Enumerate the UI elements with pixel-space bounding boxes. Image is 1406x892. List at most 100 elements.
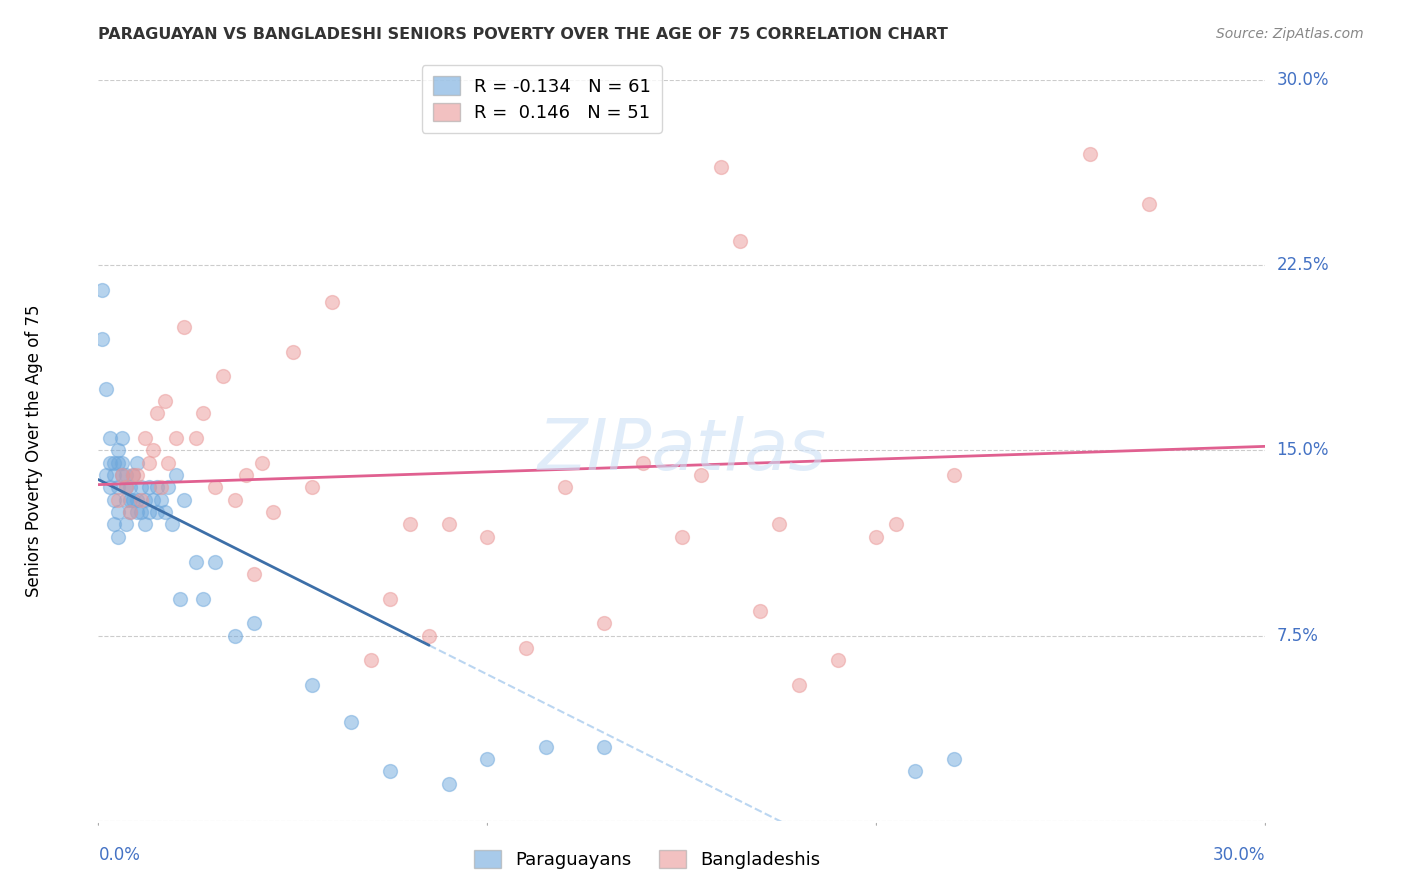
Point (730, 234, 752, 248)
Point (169, 591, 191, 606)
Point (98, 480, 121, 494)
Point (107, 492, 129, 507)
Point (107, 443, 129, 458)
Text: 30.0%: 30.0% (1277, 71, 1329, 89)
Point (127, 505, 149, 519)
Point (91, 283, 114, 297)
Point (127, 468, 149, 483)
Point (534, 739, 557, 754)
Point (554, 480, 576, 494)
Point (98, 456, 121, 470)
Text: 30.0%: 30.0% (1213, 846, 1265, 863)
Point (477, 530, 499, 544)
Point (165, 468, 187, 483)
Point (107, 505, 129, 519)
Point (212, 369, 235, 384)
Text: Source: ZipAtlas.com: Source: ZipAtlas.com (1216, 27, 1364, 41)
Point (138, 480, 160, 494)
Point (184, 431, 207, 445)
Point (103, 517, 125, 532)
Point (235, 468, 257, 483)
Point (114, 492, 136, 507)
Point (118, 492, 141, 507)
Point (865, 530, 887, 544)
Text: 7.5%: 7.5% (1277, 626, 1319, 645)
Point (138, 505, 160, 519)
Point (91, 333, 114, 347)
Point (146, 480, 169, 494)
Point (103, 468, 125, 483)
Point (134, 517, 156, 532)
Point (153, 505, 176, 519)
Point (378, 764, 402, 779)
Point (340, 714, 363, 729)
Point (118, 505, 141, 519)
Point (250, 456, 273, 470)
Point (710, 160, 733, 174)
Point (111, 431, 134, 445)
Point (515, 640, 537, 655)
Point (153, 394, 176, 409)
Point (149, 480, 172, 494)
Point (301, 678, 323, 692)
Point (631, 456, 654, 470)
Point (111, 468, 134, 483)
Point (107, 480, 129, 494)
Point (134, 492, 156, 507)
Point (593, 616, 616, 631)
Point (204, 480, 226, 494)
Point (107, 530, 129, 544)
Point (114, 517, 136, 532)
Point (224, 628, 246, 642)
Point (748, 604, 770, 618)
Point (111, 456, 134, 470)
Point (103, 492, 125, 507)
Point (884, 517, 907, 532)
Point (146, 407, 169, 421)
Point (107, 456, 129, 470)
Point (122, 492, 145, 507)
Point (114, 480, 136, 494)
Point (1080, 147, 1102, 161)
Point (129, 492, 152, 507)
Point (943, 468, 966, 483)
Point (321, 295, 343, 310)
Point (142, 492, 165, 507)
Point (129, 505, 152, 519)
Point (173, 320, 195, 334)
Point (149, 492, 172, 507)
Point (593, 739, 616, 754)
Point (142, 443, 165, 458)
Point (122, 468, 145, 483)
Point (127, 492, 149, 507)
Point (111, 468, 134, 483)
Point (768, 517, 790, 532)
Point (418, 628, 440, 642)
Point (398, 517, 420, 532)
Point (378, 591, 402, 606)
Point (243, 616, 266, 631)
Point (243, 566, 266, 581)
Point (1137, 196, 1160, 211)
Point (184, 554, 207, 569)
Point (173, 492, 195, 507)
Point (122, 468, 145, 483)
Point (162, 517, 184, 532)
Point (787, 678, 810, 692)
Text: ZIPatlas: ZIPatlas (537, 416, 827, 485)
Point (157, 480, 180, 494)
Point (96, 382, 118, 396)
Point (360, 653, 382, 667)
Point (138, 456, 160, 470)
Point (146, 505, 169, 519)
Point (262, 505, 284, 519)
Point (98, 431, 121, 445)
Point (671, 530, 693, 544)
Point (127, 456, 149, 470)
Point (437, 776, 460, 791)
Point (827, 653, 849, 667)
Point (224, 492, 246, 507)
Point (437, 517, 460, 532)
Point (129, 480, 152, 494)
Point (477, 752, 499, 766)
